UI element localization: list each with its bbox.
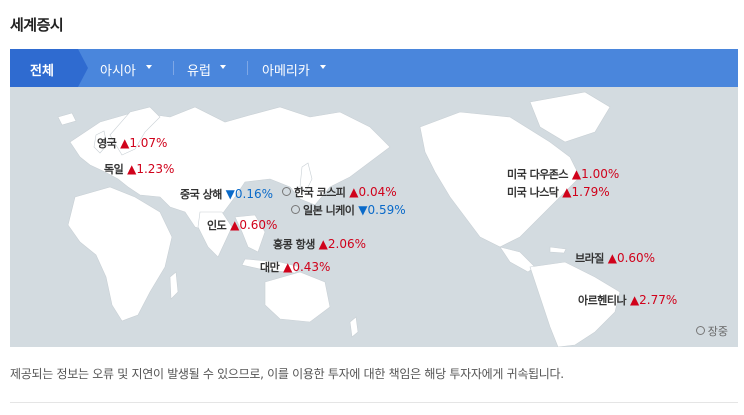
up-arrow-icon: ▲ xyxy=(120,136,130,150)
market-change: 0.16% xyxy=(234,187,273,201)
market-argentina[interactable]: 아르헨티나 ▲2.77% xyxy=(578,293,678,307)
market-china[interactable]: 중국 상해 ▼0.16% xyxy=(180,187,273,201)
tab-europe[interactable]: 유럽 xyxy=(187,49,237,87)
tab-all[interactable]: 전체 xyxy=(10,49,88,87)
market-tab-bar: 전체 아시아 유럽 아메리카 xyxy=(10,49,738,87)
up-arrow-icon: ▲ xyxy=(607,251,617,265)
market-change: 0.59% xyxy=(367,203,406,217)
chevron-down-icon xyxy=(320,65,326,69)
market-change: 1.79% xyxy=(571,185,610,199)
market-change: 1.00% xyxy=(581,167,620,181)
world-map-graphic xyxy=(57,91,621,347)
market-taiwan[interactable]: 대만 ▲0.43% xyxy=(260,260,331,274)
clock-icon xyxy=(695,326,705,335)
market-dow[interactable]: 미국 다우존스 ▲1.00% xyxy=(507,167,620,181)
up-arrow-icon: ▲ xyxy=(127,162,137,176)
clock-icon xyxy=(291,205,300,214)
tab-americas[interactable]: 아메리카 xyxy=(262,49,332,87)
up-arrow-icon: ▲ xyxy=(571,167,582,181)
market-germany[interactable]: 독일 ▲1.23% xyxy=(104,162,175,176)
clock-icon xyxy=(282,187,291,196)
up-arrow-icon: ▲ xyxy=(230,218,240,232)
market-uk[interactable]: 영국 ▲1.07% xyxy=(97,136,168,150)
up-arrow-icon: ▲ xyxy=(629,293,640,307)
chevron-down-icon xyxy=(220,65,226,69)
market-hongkong[interactable]: 홍콩 항생 ▲2.06% xyxy=(273,237,366,251)
market-change: 1.23% xyxy=(136,162,175,176)
tab-divider xyxy=(173,61,174,75)
disclaimer-text: 제공되는 정보는 오류 및 지연이 발생될 수 있으므로, 이를 이용한 투자에… xyxy=(10,367,564,381)
up-arrow-icon: ▲ xyxy=(318,237,328,251)
market-change: 2.06% xyxy=(327,237,366,251)
market-open-legend: 장중 xyxy=(695,323,728,339)
tab-divider xyxy=(247,61,248,75)
market-change: 1.07% xyxy=(129,136,168,150)
market-change: 0.60% xyxy=(239,218,278,232)
market-change: 0.43% xyxy=(292,260,331,274)
market-japan[interactable]: 일본 니케이 ▼0.59% xyxy=(291,202,406,218)
market-change: 0.60% xyxy=(616,251,656,265)
up-arrow-icon: ▲ xyxy=(349,185,359,199)
market-korea[interactable]: 한국 코스피 ▲0.04% xyxy=(282,184,397,200)
market-india[interactable]: 인도 ▲0.60% xyxy=(207,218,278,232)
up-arrow-icon: ▲ xyxy=(562,185,572,199)
divider xyxy=(10,402,738,403)
market-nasdaq[interactable]: 미국 나스닥 ▲1.79% xyxy=(507,185,610,199)
page-title: 세계증시 xyxy=(10,16,64,34)
market-change: 2.77% xyxy=(639,293,678,307)
up-arrow-icon: ▲ xyxy=(283,260,293,274)
down-arrow-icon: ▼ xyxy=(225,187,235,201)
chevron-down-icon xyxy=(146,65,152,69)
world-map: 영국 ▲1.07% 독일 ▲1.23% 중국 상해 ▼0.16% 한국 코스피 … xyxy=(10,87,738,347)
market-brazil[interactable]: 브라질 ▲0.60% xyxy=(575,251,656,265)
down-arrow-icon: ▼ xyxy=(358,203,368,217)
tab-asia[interactable]: 아시아 xyxy=(100,49,160,87)
market-change: 0.04% xyxy=(358,185,397,199)
